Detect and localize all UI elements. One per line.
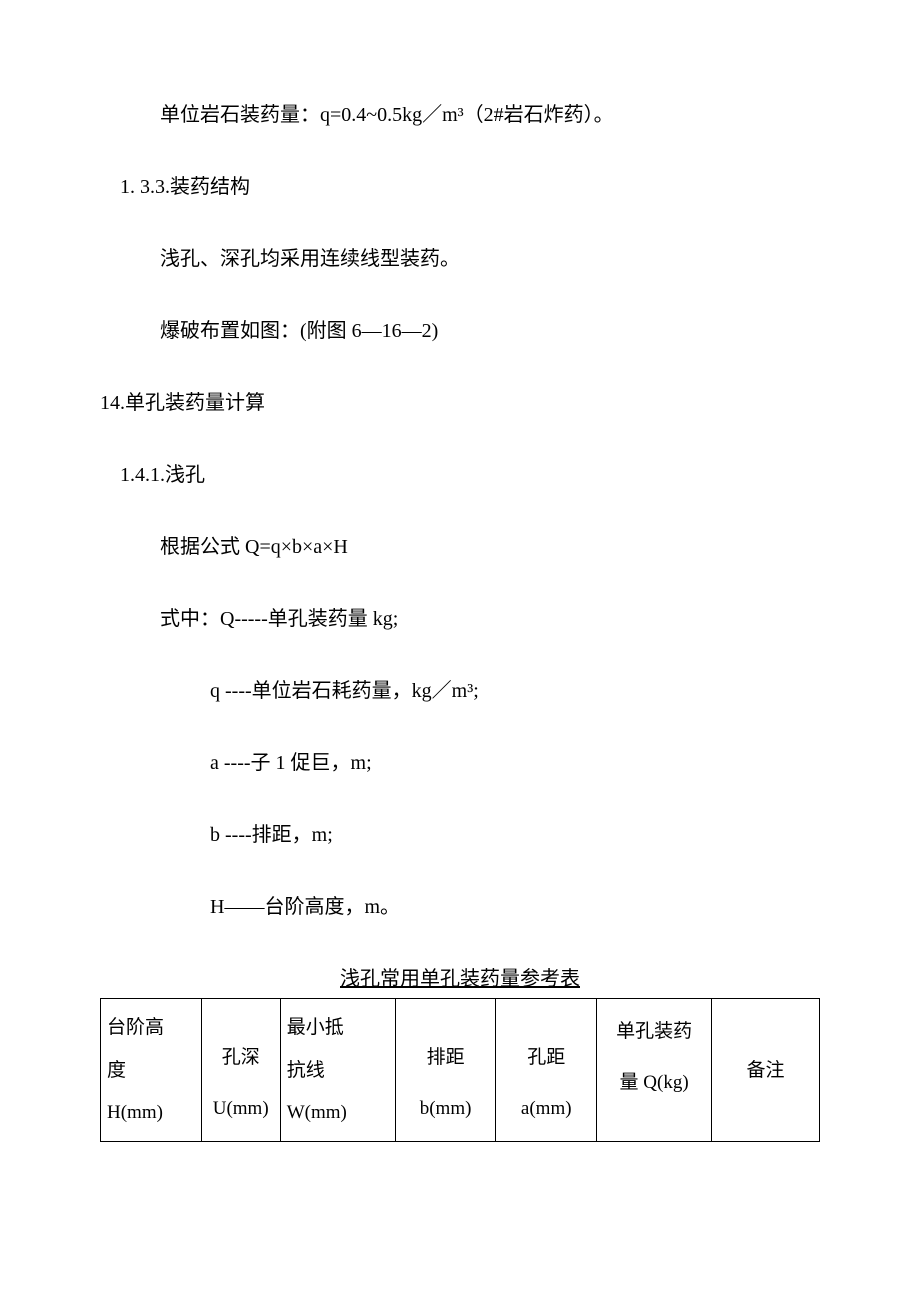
header-text: 最小抵 <box>287 1016 344 1041</box>
col-step-height: 台阶高 度 H(mm) <box>101 999 202 1142</box>
header-text: b(mm) <box>398 1097 494 1122</box>
paragraph-formula: 根据公式 Q=q×b×a×H <box>100 532 820 562</box>
col-row-spacing: 排距 b(mm) <box>395 999 496 1142</box>
paragraph-blast-layout: 爆破布置如图：(附图 6—16—2) <box>100 316 820 346</box>
header-text: H(mm) <box>107 1101 163 1126</box>
header-text: 备注 <box>714 1059 817 1084</box>
paragraph-def-a: a ----子 1 促巨，m; <box>100 748 820 778</box>
header-text: 排距 <box>398 1046 494 1071</box>
paragraph-def-q: q ----单位岩石耗药量，kg／m³; <box>100 676 820 706</box>
paragraph-def-H: H——台阶高度，m。 <box>100 892 820 922</box>
header-text: 抗线 <box>287 1059 325 1084</box>
paragraph-unit-charge: 单位岩石装药量：q=0.4~0.5kg／m³（2#岩石炸药）。 <box>100 100 820 130</box>
header-text: 孔距 <box>498 1046 594 1071</box>
heading-14: 14.单孔装药量计算 <box>100 388 820 418</box>
col-single-charge: 单孔装药 量 Q(kg) <box>597 999 712 1142</box>
header-text: W(mm) <box>287 1101 347 1126</box>
col-min-resist: 最小抵 抗线 W(mm) <box>280 999 395 1142</box>
reference-table: 台阶高 度 H(mm) 孔深 U(mm) 最小抵 抗线 W(mm) <box>100 998 820 1142</box>
header-text: 孔深 <box>204 1046 278 1071</box>
paragraph-continuous-charge: 浅孔、深孔均采用连续线型装药。 <box>100 244 820 274</box>
table-caption: 浅孔常用单孔装药量参考表 <box>100 964 820 994</box>
header-text: 台阶高 <box>107 1016 164 1041</box>
paragraph-def-Q: 式中：Q-----单孔装药量 kg; <box>100 604 820 634</box>
header-text: a(mm) <box>498 1097 594 1122</box>
heading-1-3-3: 1. 3.3.装药结构 <box>120 172 820 202</box>
header-text: 度 <box>107 1059 126 1084</box>
table-header-row: 台阶高 度 H(mm) 孔深 U(mm) 最小抵 抗线 W(mm) <box>101 999 820 1142</box>
heading-1-4-1: 1.4.1.浅孔 <box>120 460 820 490</box>
document-page: 单位岩石装药量：q=0.4~0.5kg／m³（2#岩石炸药）。 1. 3.3.装… <box>0 0 920 1202</box>
paragraph-def-b: b ----排距，m; <box>100 820 820 850</box>
header-text: 量 Q(kg) <box>599 1071 709 1096</box>
col-remark: 备注 <box>712 999 820 1142</box>
header-text: 单孔装药 <box>599 1020 709 1045</box>
col-hole-depth: 孔深 U(mm) <box>201 999 280 1142</box>
col-hole-spacing: 孔距 a(mm) <box>496 999 597 1142</box>
header-text: U(mm) <box>204 1097 278 1122</box>
